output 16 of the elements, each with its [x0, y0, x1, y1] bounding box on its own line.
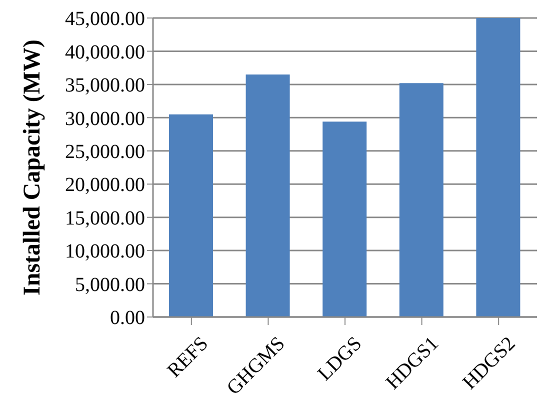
bar [399, 83, 444, 317]
y-axis-title: Installed Capacity (MW) [20, 40, 46, 296]
y-tick-label: 15,000.00 [65, 207, 145, 230]
bar [322, 122, 367, 317]
y-tick-label: 0.00 [110, 307, 145, 330]
y-tick-label: 10,000.00 [65, 240, 145, 263]
y-tick-label: 35,000.00 [65, 74, 145, 97]
y-tick-label: 40,000.00 [65, 41, 145, 64]
y-tick-label: 30,000.00 [65, 108, 145, 130]
y-tick-label: 45,000.00 [65, 8, 145, 30]
y-tick-label: 25,000.00 [65, 140, 145, 163]
y-tick-label: 20,000.00 [65, 174, 145, 196]
bar [246, 74, 290, 317]
bar [169, 114, 213, 317]
bar [476, 18, 520, 317]
y-tick-label: 5,000.00 [75, 274, 145, 296]
